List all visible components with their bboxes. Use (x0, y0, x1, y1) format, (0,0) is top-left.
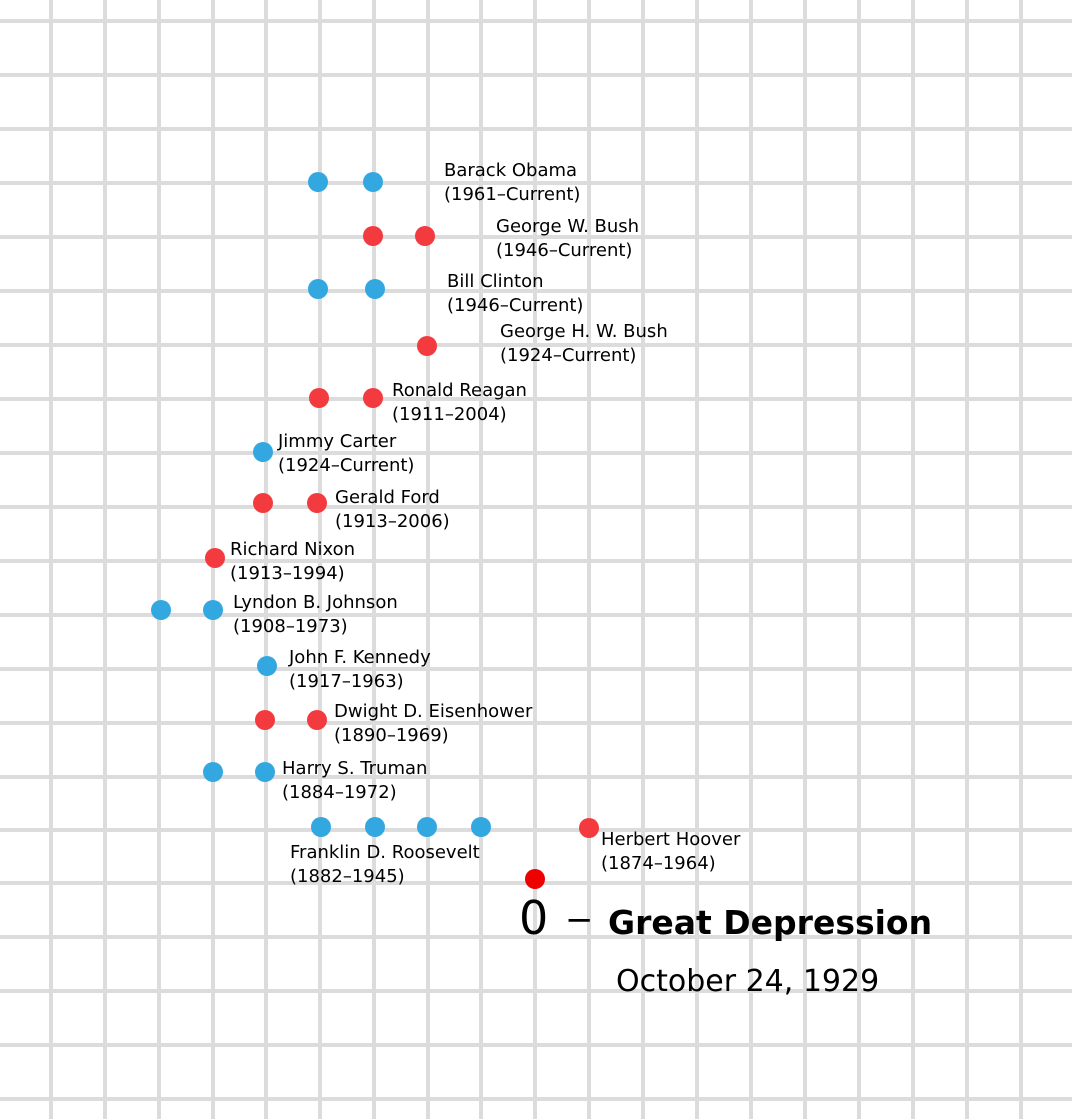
president-name: Barack Obama (444, 160, 578, 181)
origin-marker-label: 0 (519, 891, 549, 945)
term-dot-franklin-d-roosevelt (311, 817, 331, 837)
president-years: (1882–1945) (290, 866, 405, 887)
president-years: (1884–1972) (282, 782, 397, 803)
origin-dot (525, 869, 545, 889)
president-name: George H. W. Bush (500, 321, 668, 342)
origin-event-date: October 24, 1929 (616, 964, 880, 999)
president-name: Harry S. Truman (282, 758, 428, 779)
president-years: (1917–1963) (289, 671, 404, 692)
president-name: Richard Nixon (230, 539, 356, 560)
president-name: Herbert Hoover (601, 829, 741, 850)
term-dot-bill-clinton (308, 279, 328, 299)
term-dot-george-h-w-bush (417, 336, 437, 356)
term-dot-john-f-kennedy (257, 656, 277, 676)
president-name: Ronald Reagan (392, 380, 527, 401)
president-years: (1913–2006) (335, 511, 450, 532)
term-dot-harry-s-truman (203, 762, 223, 782)
term-dot-jimmy-carter (253, 442, 273, 462)
president-years: (1913–1994) (230, 563, 345, 584)
term-dot-richard-nixon (205, 548, 225, 568)
label-john-f-kennedy: John F. Kennedy (1917–1963) (289, 646, 431, 694)
label-ronald-reagan: Ronald Reagan (1911–2004) (392, 379, 527, 427)
origin-event-title: Great Depression (608, 903, 933, 942)
president-name: Jimmy Carter (278, 431, 397, 452)
label-bill-clinton: Bill Clinton (1946–Current) (447, 270, 583, 318)
term-dot-ronald-reagan (309, 388, 329, 408)
president-years: (1908–1973) (233, 616, 348, 637)
president-years: (1924–Current) (278, 455, 415, 476)
president-years: (1946–Current) (447, 295, 584, 316)
term-dot-lyndon-b-johnson (151, 600, 171, 620)
label-lyndon-b-johnson: Lyndon B. Johnson (1908–1973) (233, 591, 398, 639)
label-gerald-ford: Gerald Ford (1913–2006) (335, 486, 450, 534)
term-dot-franklin-d-roosevelt (417, 817, 437, 837)
label-harry-s-truman: Harry S. Truman (1884–1972) (282, 757, 427, 805)
president-years: (1961–Current) (444, 184, 581, 205)
president-name: Dwight D. Eisenhower (334, 701, 533, 722)
term-dot-herbert-hoover (579, 818, 599, 838)
term-dot-dwight-d-eisenhower (307, 710, 327, 730)
term-dot-lyndon-b-johnson (203, 600, 223, 620)
president-name: Lyndon B. Johnson (233, 592, 398, 613)
term-dot-gerald-ford (253, 493, 273, 513)
president-years: (1924–Current) (500, 345, 637, 366)
term-dot-harry-s-truman (255, 762, 275, 782)
president-years: (1946–Current) (496, 240, 633, 261)
term-dot-franklin-d-roosevelt (365, 817, 385, 837)
president-name: John F. Kennedy (289, 647, 431, 668)
term-dot-ronald-reagan (363, 388, 383, 408)
label-barack-obama: Barack Obama (1961–Current) (444, 159, 580, 207)
label-richard-nixon: Richard Nixon (1913–1994) (230, 538, 355, 586)
term-dot-franklin-d-roosevelt (471, 817, 491, 837)
president-name: Franklin D. Roosevelt (290, 842, 480, 863)
label-george-h-w-bush: George H. W. Bush (1924–Current) (500, 320, 668, 368)
president-years: (1874–1964) (601, 853, 716, 874)
president-name: Gerald Ford (335, 487, 440, 508)
term-dot-dwight-d-eisenhower (255, 710, 275, 730)
president-years: (1911–2004) (392, 404, 507, 425)
term-dot-barack-obama (363, 172, 383, 192)
term-dots (151, 172, 599, 889)
president-name: George W. Bush (496, 216, 640, 237)
president-name: Bill Clinton (447, 271, 544, 292)
term-dot-gerald-ford (307, 493, 327, 513)
term-dot-bill-clinton (365, 279, 385, 299)
term-dot-george-w-bush (363, 226, 383, 246)
label-herbert-hoover: Herbert Hoover (1874–1964) (601, 828, 740, 876)
president-years: (1890–1969) (334, 725, 449, 746)
label-jimmy-carter: Jimmy Carter (1924–Current) (278, 430, 414, 478)
origin-dash: − (565, 900, 594, 940)
term-dot-barack-obama (308, 172, 328, 192)
label-franklin-d-roosevelt: Franklin D. Roosevelt (1882–1945) (290, 841, 480, 889)
term-dot-george-w-bush (415, 226, 435, 246)
label-george-w-bush: George W. Bush (1946–Current) (496, 215, 639, 263)
label-dwight-d-eisenhower: Dwight D. Eisenhower (1890–1969) (334, 700, 532, 748)
